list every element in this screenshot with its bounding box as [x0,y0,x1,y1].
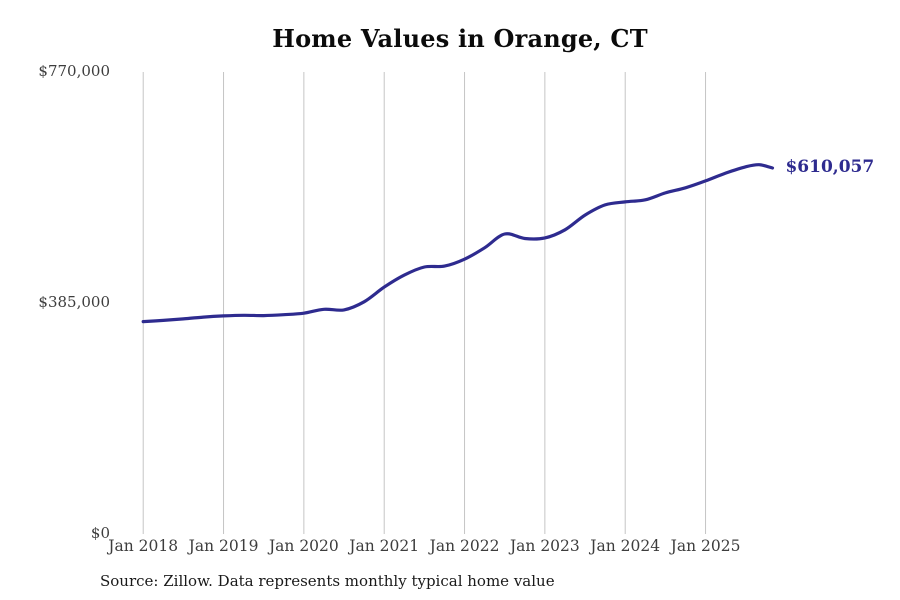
x-tick-label: Jan 2023 [509,537,580,555]
x-tick-label: Jan 2025 [670,537,741,555]
y-tick-label: $0 [90,524,110,542]
chart-title: Home Values in Orange, CT [272,24,648,53]
source-note: Source: Zillow. Data represents monthly … [100,572,555,590]
y-tick-label: $770,000 [38,62,110,80]
x-tick-label: Jan 2024 [590,537,661,555]
y-tick-label: $385,000 [38,293,110,311]
x-tick-label: Jan 2021 [349,537,420,555]
current-value-label: $610,057 [785,156,875,177]
home-value-line [141,163,775,324]
x-tick-label: Jan 2018 [108,537,179,555]
x-tick-label: Jan 2022 [429,537,500,555]
x-tick-label: Jan 2020 [268,537,339,555]
x-tick-label: Jan 2019 [188,537,259,555]
